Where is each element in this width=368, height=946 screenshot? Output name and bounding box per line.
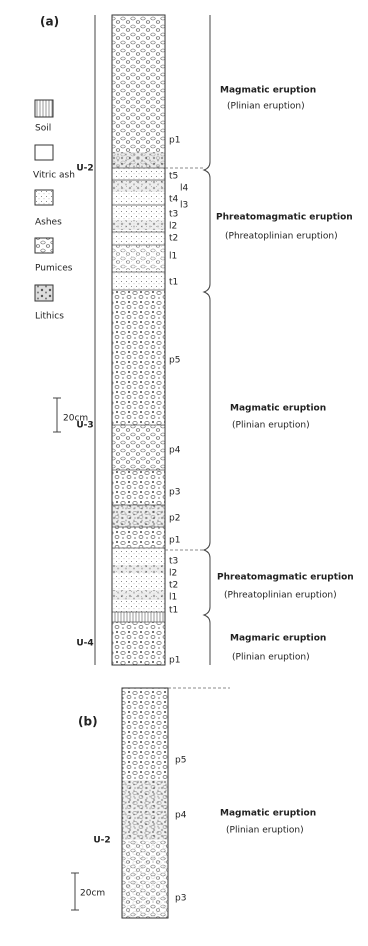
layer-label: p1 xyxy=(169,536,180,546)
layer-label: p2 xyxy=(169,514,180,524)
layer-label: p1 xyxy=(169,656,180,666)
layer-label: l3 xyxy=(180,201,188,211)
eruption-title: Magmatic eruption xyxy=(230,404,326,414)
eruption-subtitle: (Plinian eruption) xyxy=(226,826,304,836)
layer-fill xyxy=(122,780,168,840)
layer-label: p5 xyxy=(169,356,180,366)
scale-label: 20cm xyxy=(63,414,88,424)
unit-label: U-2 xyxy=(76,164,93,174)
layer-fill xyxy=(112,622,165,665)
eruption-subtitle: (Plinian eruption) xyxy=(232,653,310,663)
legend-swatch xyxy=(34,99,54,118)
layer-label: t2 xyxy=(169,234,178,244)
layer-fill xyxy=(122,840,168,918)
layer-label: p4 xyxy=(169,446,181,456)
eruption-labels: Magmatic eruption (Plinian eruption) Phr… xyxy=(216,86,354,663)
layer-label: p3 xyxy=(169,488,180,498)
unit-label: U-3 xyxy=(76,421,93,431)
layer-labels: p1 t5 l4 t4 l3 t3 l2 t2 l1 t1 p5 p4 p3 p… xyxy=(169,136,189,666)
layer-label: t3 xyxy=(169,557,178,567)
layer-label: p3 xyxy=(175,894,186,904)
legend-swatch xyxy=(34,144,54,161)
layer-label: l1 xyxy=(169,252,177,262)
unit-label: U-2 xyxy=(93,836,110,846)
layer-fill xyxy=(112,425,165,470)
layer-fill xyxy=(112,180,165,192)
layer-label: t3 xyxy=(169,210,178,220)
column xyxy=(111,14,166,666)
unit-label: U-4 xyxy=(76,639,93,649)
legend-swatch xyxy=(34,284,54,302)
layer-label: t2 xyxy=(169,581,178,591)
layer-label: t1 xyxy=(169,278,178,288)
legend: Soil Vitric ash Ashes Pumices Lithics xyxy=(33,99,75,322)
eruption-title: Phreatomagmatic eruption xyxy=(217,573,354,583)
legend-swatch xyxy=(34,189,54,206)
legend-swatch xyxy=(34,237,54,254)
unit-bracket xyxy=(202,15,211,665)
layer-fill xyxy=(112,548,165,612)
layer-fill xyxy=(112,590,165,600)
eruption-subtitle: (Plinian eruption) xyxy=(232,421,310,431)
layer-fill xyxy=(112,505,165,527)
layer-label: p5 xyxy=(175,756,186,766)
eruption-title: Phreatomagmatic eruption xyxy=(216,213,353,223)
layer-fill xyxy=(112,220,165,230)
column xyxy=(121,687,169,919)
layer-fill xyxy=(112,565,165,573)
legend-label: Vitric ash xyxy=(33,171,75,181)
eruption-title: Magmatic eruption xyxy=(220,809,316,819)
eruption-subtitle: (Phreatoplinian eruption) xyxy=(225,232,338,242)
panel-label: (a) xyxy=(40,15,59,29)
eruption-subtitle: (Phreatoplinian eruption) xyxy=(224,591,337,601)
eruption-title: Magmatic eruption xyxy=(220,86,316,96)
scale-label: 20cm xyxy=(80,889,105,899)
layer-fill xyxy=(112,15,165,168)
layer-label: t1 xyxy=(169,606,178,616)
layer-label: p4 xyxy=(175,811,187,821)
layer-label: l1 xyxy=(169,593,177,603)
legend-label: Pumices xyxy=(35,264,73,274)
layer-fill xyxy=(112,612,165,622)
eruption-subtitle: (Plinian eruption) xyxy=(227,102,305,112)
legend-label: Lithics xyxy=(35,312,64,322)
panel-label: (b) xyxy=(78,715,98,729)
layer-label: t5 xyxy=(169,172,178,182)
layer-fill xyxy=(112,245,165,270)
layer-label: l4 xyxy=(180,184,189,194)
legend-label: Ashes xyxy=(35,218,62,228)
eruption-title: Magmaric eruption xyxy=(230,634,326,644)
layer-label: l2 xyxy=(169,569,177,579)
layer-label: l2 xyxy=(169,222,177,232)
layer-label: p1 xyxy=(169,136,180,146)
layer-label: t4 xyxy=(169,195,179,205)
legend-label: Soil xyxy=(35,124,51,134)
layer-fill xyxy=(112,152,165,168)
